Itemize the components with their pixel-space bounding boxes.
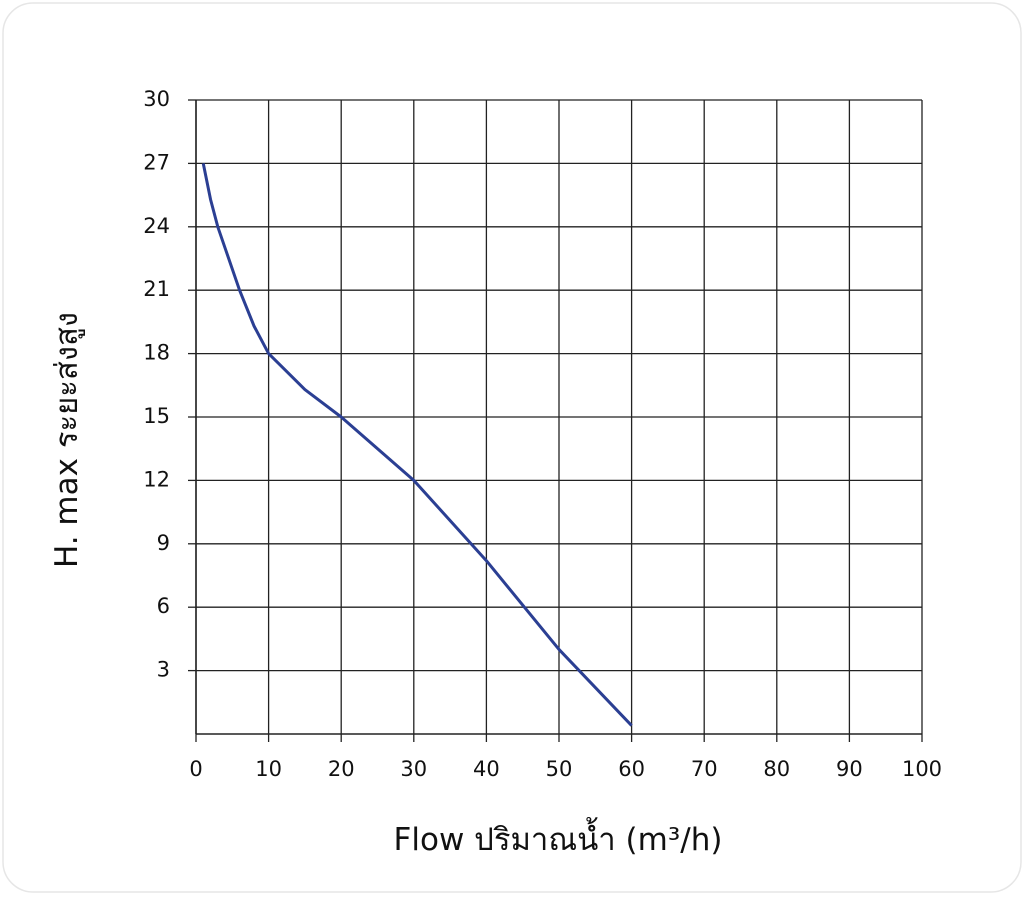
y-axis-label: H. max ระยะส่งสูง [49,312,85,568]
x-tick-label: 100 [902,757,942,781]
y-tick-label: 15 [143,404,170,428]
x-tick-label: 50 [546,757,573,781]
x-tick-label: 70 [691,757,718,781]
x-tick-label: 40 [473,757,500,781]
x-tick-label: 10 [255,757,282,781]
y-tick-label: 24 [143,214,170,238]
x-tick-label: 30 [400,757,427,781]
x-tick-label: 80 [763,757,790,781]
x-axis-label: Flow ปริมาณน้ำ (m³/h) [394,817,723,858]
y-tick-label: 21 [143,277,170,301]
y-tick-label: 3 [157,658,170,682]
x-tick-label: 0 [189,757,202,781]
y-tick-label: 12 [143,467,170,491]
x-tick-label: 20 [328,757,355,781]
x-tick-label: 90 [836,757,863,781]
y-tick-label: 9 [157,531,170,555]
y-tick-label: 6 [157,594,170,618]
y-tick-label: 30 [143,87,170,111]
x-tick-label: 60 [618,757,645,781]
line-series [201,163,633,727]
y-tick-label: 18 [143,341,170,365]
y-tick-label: 27 [143,150,170,174]
